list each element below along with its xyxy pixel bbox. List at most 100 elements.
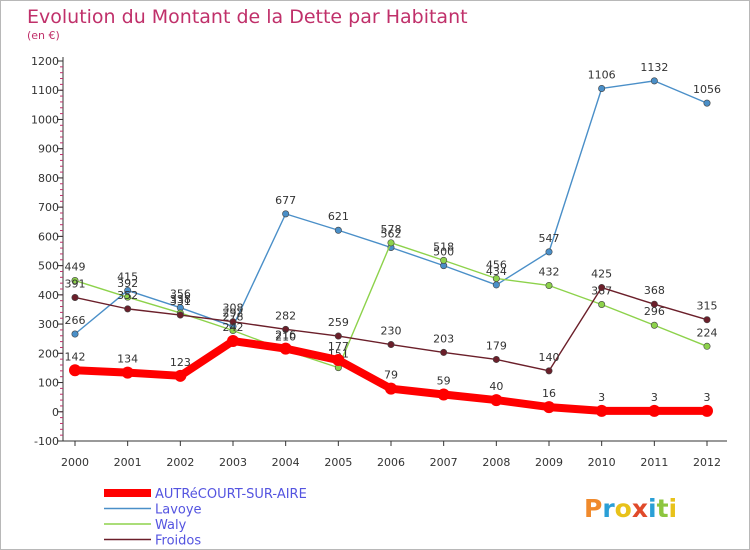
data-label: 562 bbox=[381, 227, 402, 240]
y-tick-label: 700 bbox=[38, 201, 59, 214]
series-lavoye: 266 415 356 292 677 621 562 500 434 547 1106 1132 10… bbox=[65, 61, 721, 338]
data-point bbox=[545, 248, 553, 256]
data-point bbox=[121, 366, 134, 379]
data-point bbox=[387, 239, 395, 247]
y-tick-label: 1000 bbox=[31, 113, 59, 126]
x-tick-label: 2008 bbox=[482, 456, 510, 469]
data-point bbox=[598, 84, 606, 92]
data-label: 352 bbox=[117, 289, 138, 302]
data-label: 224 bbox=[697, 326, 718, 339]
data-point bbox=[598, 300, 606, 308]
data-point bbox=[650, 300, 658, 308]
data-point bbox=[490, 394, 503, 407]
data-label: 3 bbox=[704, 391, 711, 404]
data-label: 1132 bbox=[640, 61, 668, 74]
data-point bbox=[229, 327, 237, 335]
data-point bbox=[334, 332, 342, 340]
data-point bbox=[174, 369, 187, 382]
data-label: 621 bbox=[328, 210, 349, 223]
data-label: 230 bbox=[381, 325, 402, 338]
data-label: 242 bbox=[223, 321, 244, 334]
data-point bbox=[650, 321, 658, 329]
y-tick-label: -100 bbox=[34, 435, 59, 448]
chart-subtitle: (en €) bbox=[27, 29, 60, 42]
data-label: 266 bbox=[65, 314, 86, 327]
legend-label: Waly bbox=[155, 518, 187, 533]
data-label: 216 bbox=[275, 329, 296, 342]
y-tick-label: 400 bbox=[38, 289, 59, 302]
x-tick-label: 2001 bbox=[114, 456, 142, 469]
data-point bbox=[440, 348, 448, 356]
data-label: 203 bbox=[433, 332, 454, 345]
x-tick-label: 2004 bbox=[272, 456, 300, 469]
data-point bbox=[492, 281, 500, 289]
data-point bbox=[701, 404, 713, 417]
logo-letter: o bbox=[615, 494, 632, 523]
legend-label: Froidos bbox=[155, 534, 201, 549]
data-label: 368 bbox=[644, 284, 665, 297]
data-label: 16 bbox=[542, 387, 556, 400]
data-label: 456 bbox=[486, 258, 507, 271]
data-label: 3 bbox=[651, 391, 658, 404]
data-label: 449 bbox=[65, 261, 86, 274]
series-froidos: 391 352 331 308 282 259 230 203 179 140 425 368 315 bbox=[65, 268, 718, 375]
data-point bbox=[703, 316, 711, 324]
proxiti-logo: Proxiti bbox=[584, 494, 677, 523]
data-point bbox=[598, 284, 606, 292]
data-label: 278 bbox=[223, 311, 244, 324]
data-label: 338 bbox=[170, 293, 191, 306]
series-waly: 449392338278210151578518456432367296224 bbox=[65, 223, 718, 372]
y-tick-label: 0 bbox=[52, 406, 59, 419]
x-tick-label: 2006 bbox=[377, 456, 405, 469]
logo-letter: t bbox=[657, 494, 669, 523]
data-label: 315 bbox=[697, 300, 718, 313]
data-point bbox=[124, 305, 132, 313]
logo-letter: x bbox=[632, 494, 648, 523]
legend-label: AUTRéCOURT-SUR-AIRE bbox=[155, 487, 307, 502]
data-label: 391 bbox=[65, 277, 86, 290]
y-tick-label: 1200 bbox=[31, 55, 59, 68]
logo-letter: r bbox=[602, 494, 615, 523]
data-point bbox=[282, 210, 290, 218]
series-autr-court-sur-aire: 142 134 123 242 216 177 79 59 40 16 3 3 3 bbox=[65, 321, 713, 417]
chart-title: Evolution du Montant de la Dette par Hab… bbox=[27, 6, 468, 28]
data-point bbox=[437, 388, 450, 401]
data-label: 142 bbox=[65, 350, 86, 363]
data-point bbox=[703, 342, 711, 350]
data-label: 415 bbox=[117, 270, 138, 283]
y-tick-label: 900 bbox=[38, 143, 59, 156]
x-tick-label: 2009 bbox=[535, 456, 563, 469]
data-label: 425 bbox=[591, 268, 612, 281]
data-point bbox=[282, 325, 290, 333]
data-label: 40 bbox=[489, 380, 503, 393]
data-label: 259 bbox=[328, 316, 349, 329]
data-point bbox=[595, 404, 608, 417]
logo-text: Proxiti bbox=[584, 494, 677, 523]
x-tick-label: 2003 bbox=[219, 456, 247, 469]
data-label: 308 bbox=[223, 302, 244, 315]
data-point bbox=[229, 318, 237, 326]
y-tick-label: 100 bbox=[38, 377, 59, 390]
data-point bbox=[440, 256, 448, 264]
data-label: 179 bbox=[486, 339, 507, 352]
data-label: 356 bbox=[170, 288, 191, 301]
data-point bbox=[227, 335, 239, 348]
data-label: 140 bbox=[539, 351, 560, 364]
x-tick-label: 2012 bbox=[693, 456, 721, 469]
x-tick-label: 2011 bbox=[640, 456, 668, 469]
data-point bbox=[71, 293, 79, 301]
data-label: 123 bbox=[170, 356, 191, 369]
data-label: 1106 bbox=[588, 68, 616, 81]
data-point bbox=[385, 382, 397, 395]
data-label: 432 bbox=[539, 265, 560, 278]
data-point bbox=[703, 99, 711, 107]
logo-letter: i bbox=[669, 494, 678, 523]
data-label: 1056 bbox=[693, 83, 721, 96]
data-point bbox=[71, 277, 79, 285]
legend-label: Lavoye bbox=[155, 503, 202, 518]
x-tick-label: 2000 bbox=[61, 456, 89, 469]
data-label: 296 bbox=[644, 305, 665, 318]
y-tick-label: 300 bbox=[38, 318, 59, 331]
data-point bbox=[543, 401, 555, 414]
